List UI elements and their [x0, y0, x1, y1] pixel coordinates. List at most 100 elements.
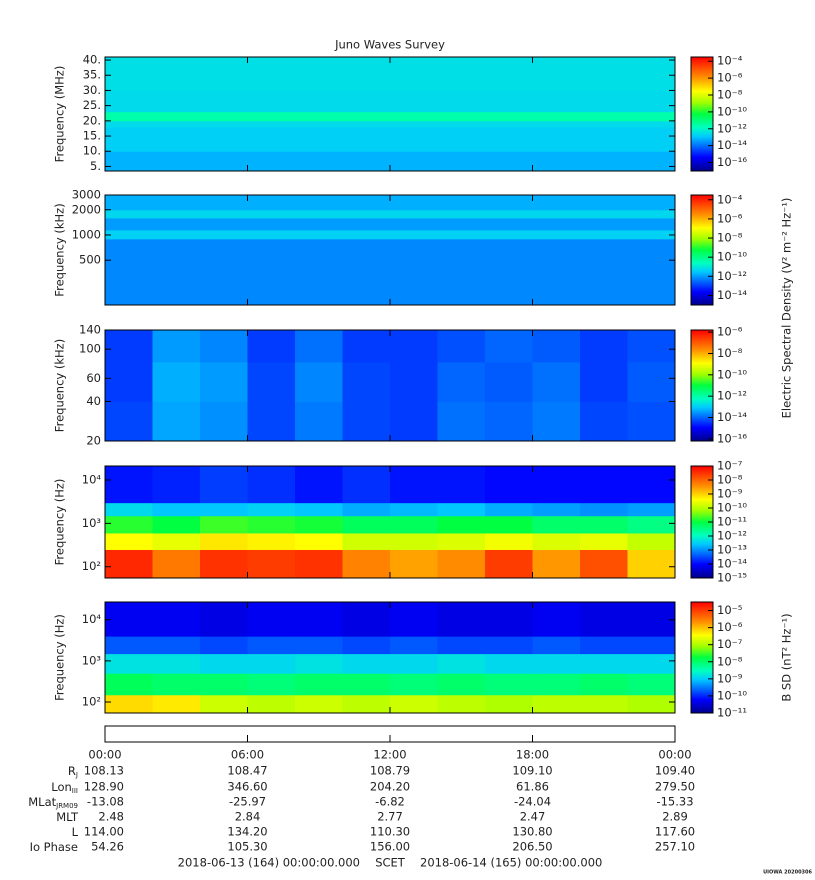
spectrogram-cell [295, 361, 343, 402]
spectrogram-cell [627, 673, 676, 696]
colorbar-tick-label: 10⁻¹⁰ [717, 688, 747, 702]
y-tick-label: 25. [83, 98, 101, 112]
spectrogram-cell [485, 694, 533, 714]
x-tick-label: 00:00 [658, 748, 691, 762]
spectrogram-cell [295, 330, 343, 363]
colorbar-tick-label: 10⁻¹⁰ [717, 501, 747, 515]
spectrogram-cell [532, 515, 581, 534]
spectrogram-cell [105, 330, 153, 363]
ephemeris-value: 108.13 [84, 764, 124, 778]
colorbar-tick-label: 10⁻⁶ [717, 211, 743, 225]
spectrogram-cell [437, 602, 486, 637]
colorbar-tick-label: 10⁻¹² [717, 269, 747, 283]
spectrogram-cell [200, 602, 248, 637]
spectrogram-cell [580, 330, 628, 363]
spectrogram-cell [580, 694, 628, 714]
ephemeris-value: 156.00 [370, 840, 410, 854]
spectrogram-cell [390, 466, 438, 504]
spectrogram-cell [247, 636, 296, 655]
colorbar-tick-label: 10⁻⁵ [717, 603, 743, 617]
spectrogram-cell [532, 361, 581, 402]
spectrogram-cell [200, 502, 248, 517]
spectrogram-cell [532, 549, 581, 579]
spectrogram-cell [437, 330, 486, 363]
spectrogram-cell [342, 694, 391, 714]
colorbar-tick-label: 10⁻¹⁴ [717, 288, 747, 302]
spectrogram-cell [627, 653, 676, 674]
colorbar-tick-label: 10⁻¹² [717, 121, 747, 135]
ephemeris-value: 105.30 [227, 840, 267, 854]
spectrogram-cell [105, 238, 676, 306]
spectrogram-cell [437, 361, 486, 402]
ephemeris-label-text: Lon [51, 780, 72, 794]
y-axis-label: Frequency (MHz) [53, 66, 67, 163]
colorbar [691, 602, 713, 713]
colorbar [691, 195, 713, 305]
y-tick-label: 10. [83, 144, 101, 158]
colorbar-label: Electric Spectral Density (V² m⁻² Hz⁻¹) [780, 198, 794, 419]
y-axis-label: Frequency (Hz) [53, 479, 67, 566]
colorbar-frame [690, 56, 714, 172]
spectrogram-cell [627, 401, 676, 442]
spectrogram-cell [152, 694, 201, 714]
colorbar-tick-label: 10⁻⁴ [717, 192, 743, 206]
spectrogram-cell [485, 330, 533, 363]
ephemeris-value: 114.00 [84, 825, 124, 839]
spectrogram-cell [627, 636, 676, 655]
spectrogram-cell [295, 636, 343, 655]
footer-end: 2018-06-14 (165) 00:00:00.000 [420, 856, 602, 870]
spectrogram-cell [485, 502, 533, 517]
y-tick-label: 20 [86, 434, 101, 448]
spectrogram-cell [247, 466, 296, 504]
spectrogram-cell [295, 694, 343, 714]
ephemeris-label: L [72, 825, 79, 839]
ephemeris-value: 134.20 [227, 825, 267, 839]
colorbar-tick-label: 10⁻¹⁰ [717, 104, 747, 118]
colorbar-tick-label: 10⁻¹⁰ [717, 250, 747, 264]
spectrogram-cell [532, 502, 581, 517]
spectrogram-cell [390, 401, 438, 442]
spectrogram-cell [247, 673, 296, 696]
spectrogram-cell [200, 401, 248, 442]
colorbar-tick-label: 10⁻⁹ [717, 671, 743, 685]
spectrogram-cell [627, 361, 676, 402]
spectrogram-cell [200, 466, 248, 504]
spectrogram-cell [627, 602, 676, 637]
spectrogram-cell [342, 502, 391, 517]
spectrogram-cell [105, 120, 676, 128]
ephemeris-value: 130.80 [512, 825, 552, 839]
spectrogram-cell [580, 653, 628, 674]
spectrogram-cell [200, 515, 248, 534]
spectrogram-cell [627, 532, 676, 550]
y-tick-label: 60 [86, 371, 101, 385]
spectrogram-cell [532, 694, 581, 714]
spectrogram-cell [390, 502, 438, 517]
x-tick-label: 00:00 [88, 748, 121, 762]
colorbar-tick-label: 10⁻¹⁴ [717, 410, 747, 424]
spectrogram-cell [485, 532, 533, 550]
colorbar-tick-label: 10⁻⁸ [717, 231, 743, 245]
spectrogram-cell [342, 549, 391, 579]
spectrogram-cell [437, 636, 486, 655]
colorbar-tick-label: 10⁻¹⁴ [717, 557, 747, 571]
spectrogram-cell [580, 673, 628, 696]
ephemeris-label: LonIII [51, 780, 78, 796]
ephemeris-value: -25.97 [229, 795, 266, 809]
spectrogram-cell [342, 532, 391, 550]
colorbar-tick-label: 10⁻⁸ [717, 473, 743, 487]
colorbar-tick-label: 10⁻⁸ [717, 654, 743, 668]
spectrogram-cell [105, 111, 676, 122]
y-tick-label: 30. [83, 83, 101, 97]
spectrogram-cell [247, 694, 296, 714]
spectrogram-cell [247, 401, 296, 442]
spectrogram-cell [105, 602, 153, 637]
spectrogram-cell [532, 673, 581, 696]
ephemeris-value: 54.26 [91, 840, 124, 854]
spectrogram-cell [247, 532, 296, 550]
ephemeris-label: MLT [56, 810, 79, 824]
y-axis-label: Frequency (Hz) [53, 614, 67, 701]
colorbar-tick-label: 10⁻⁷ [717, 459, 743, 473]
spectrogram-cell [342, 330, 391, 363]
colorbar-frame [690, 194, 714, 306]
y-tick-label: 500 [79, 253, 101, 267]
